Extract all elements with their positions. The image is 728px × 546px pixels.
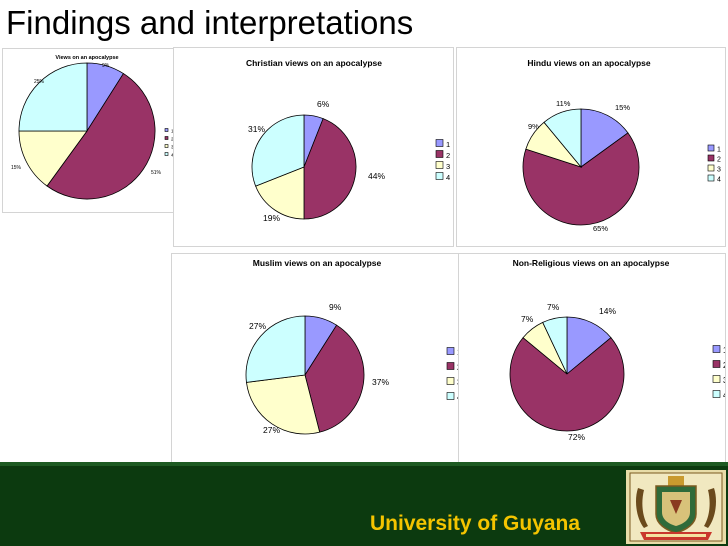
slice-percent-label: 9% <box>329 302 342 312</box>
legend-label-1: 1 <box>446 140 450 149</box>
legend-label-3: 3 <box>723 376 725 385</box>
legend-swatch-3 <box>446 377 455 385</box>
legend-swatch-4 <box>446 392 455 400</box>
footer-band: University of Guyana <box>0 462 728 546</box>
pie-slice-2 <box>522 132 640 226</box>
slice-percent-label: 27% <box>249 321 266 331</box>
chart-title: Non-Religious views on an apocalypse <box>513 258 670 268</box>
legend-swatch-3 <box>712 375 721 383</box>
legend-label-4: 4 <box>171 152 173 157</box>
pie-slice-4 <box>542 316 568 375</box>
footer-divider <box>0 462 728 466</box>
slice-percent-label: 15% <box>11 165 22 171</box>
legend-swatch-1 <box>164 128 169 132</box>
legend-label-1: 1 <box>723 346 725 355</box>
pie-slice-2 <box>303 118 357 220</box>
slice-percent-label: 37% <box>372 377 389 387</box>
chart-panel-non-religious: Non-Religious views on an apocalypse 14% 7… <box>458 253 726 465</box>
chart-title: Muslim views on an apocalypse <box>253 258 382 268</box>
pie-slice-2 <box>304 324 365 433</box>
pie-slice-2 <box>509 337 625 432</box>
slice-percent-label: 27% <box>263 425 280 435</box>
slice-percent-label: 51% <box>151 170 162 176</box>
legend-swatch-2 <box>435 150 444 158</box>
legend-swatch-4 <box>164 152 169 156</box>
legend-swatch-2 <box>707 154 715 162</box>
pie-slice-4 <box>18 62 88 132</box>
slice-percent-label: 6% <box>317 99 330 109</box>
pie-chart-overall: Views on an apocalypse 9% 51% 15% 25% 1 2 3 4 <box>11 55 173 200</box>
legend-label-1: 1 <box>171 128 173 133</box>
legend-label-2: 2 <box>717 157 721 164</box>
chart-title: Christian views on an apocalypse <box>246 58 382 68</box>
slice-percent-label: 25% <box>34 79 45 85</box>
pie-chart-muslim: Muslim views on an apocalypse 9% 37% 27% 27%… <box>245 258 460 435</box>
pie-slice-3 <box>246 374 321 435</box>
pie-slice-4 <box>543 108 582 169</box>
pie-chart-hindu: Hindu views on an apocalypse 15% 65% 9% 11% 1… <box>522 58 721 233</box>
legend-label-2: 2 <box>171 136 173 141</box>
legend-swatch-2 <box>446 362 455 370</box>
legend-swatch-3 <box>707 164 715 172</box>
slice-percent-label: 15% <box>615 103 630 112</box>
legend-label-1: 1 <box>717 147 721 154</box>
pie-slice-3 <box>18 130 88 187</box>
chart-panel-muslim: Muslim views on an apocalypse 9% 37% 27% 27%… <box>171 253 461 475</box>
slide-title: Findings and interpretations <box>6 4 414 41</box>
chart-title: Hindu views on an apocalypse <box>527 58 651 68</box>
legend-swatch-1 <box>707 144 715 152</box>
legend-swatch-4 <box>435 172 444 180</box>
legend-swatch-1 <box>435 139 444 147</box>
legend-label-3: 3 <box>171 144 173 149</box>
legend-swatch-2 <box>164 136 169 140</box>
slice-percent-label: 9% <box>102 63 110 69</box>
legend-swatch-1 <box>446 347 455 355</box>
slice-percent-label: 31% <box>248 124 265 134</box>
slice-percent-label: 44% <box>368 171 385 181</box>
legend-label-2: 2 <box>723 361 725 370</box>
slice-percent-label: 19% <box>263 213 280 223</box>
slice-percent-label: 14% <box>599 306 616 316</box>
slice-percent-label: 65% <box>593 224 608 233</box>
legend-label-4: 4 <box>723 391 725 400</box>
legend-label-4: 4 <box>717 177 721 184</box>
chart-title: Views on an apocalypse <box>55 55 118 61</box>
pie-slice-3 <box>255 166 305 220</box>
chart-panel-hindu: Hindu views on an apocalypse 15% 65% 9% 11% 1… <box>456 47 726 247</box>
legend-swatch-2 <box>712 360 721 368</box>
chart-panel-overall: Views on an apocalypse 9% 51% 15% 25% 1 2 3 4 <box>2 48 174 213</box>
slice-percent-label: 7% <box>521 314 534 324</box>
slice-percent-label: 9% <box>528 122 539 131</box>
pie-slice-4 <box>245 315 306 383</box>
legend-swatch-4 <box>712 390 721 398</box>
legend-label-2: 2 <box>446 151 450 160</box>
pie-chart-non-religious: Non-Religious views on an apocalypse 14% 7… <box>509 258 725 442</box>
legend-label-3: 3 <box>717 167 721 174</box>
slice-percent-label: 72% <box>568 432 585 442</box>
university-crest-logo <box>626 470 726 544</box>
legend-swatch-4 <box>707 174 715 182</box>
legend-swatch-3 <box>164 144 169 148</box>
pie-chart-christian: Christian views on an apocalypse 6% 44% 19%… <box>246 58 450 223</box>
university-name: University of Guyana <box>370 512 581 535</box>
chart-panel-christian: Christian views on an apocalypse 6% 44% 19%… <box>173 47 454 247</box>
pie-slice-1 <box>580 108 629 168</box>
legend-label-3: 3 <box>446 162 450 171</box>
slice-percent-label: 11% <box>556 99 571 108</box>
pie-slice-2 <box>46 73 156 200</box>
legend-swatch-1 <box>712 345 721 353</box>
legend-label-4: 4 <box>446 173 450 182</box>
slice-percent-label: 7% <box>547 302 560 312</box>
pie-slice-4 <box>251 114 305 187</box>
legend-swatch-3 <box>435 161 444 169</box>
